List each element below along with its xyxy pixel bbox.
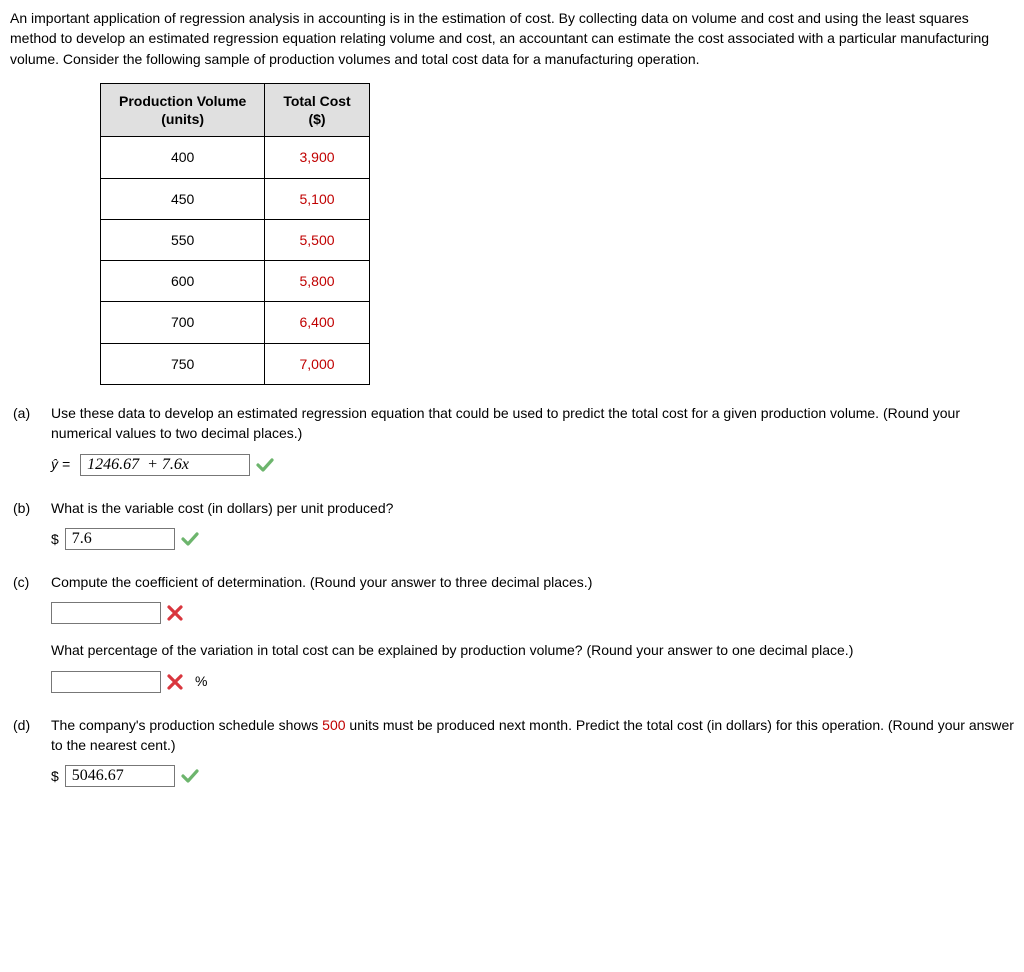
cost-cell: 3,900 (265, 137, 369, 178)
volume-cell: 750 (101, 343, 265, 384)
part-d: (d) The company's production schedule sh… (10, 715, 1014, 788)
col-header-volume-l1: Production Volume (119, 93, 246, 109)
volume-cell: 400 (101, 137, 265, 178)
part-c-subprompt: What percentage of the variation in tota… (51, 640, 1014, 660)
volume-cell: 600 (101, 261, 265, 302)
table-row: 7006,400 (101, 302, 370, 343)
part-c: (c) Compute the coefficient of determina… (10, 572, 1014, 693)
dollar-prefix: $ (51, 766, 59, 786)
check-icon (181, 767, 199, 785)
part-c-sub-input[interactable] (51, 671, 161, 693)
check-icon (181, 530, 199, 548)
cross-icon (167, 605, 183, 621)
part-c-label: (c) (13, 572, 37, 592)
cost-cell: 7,000 (265, 343, 369, 384)
cost-cell: 5,800 (265, 261, 369, 302)
table-row: 5505,500 (101, 219, 370, 260)
part-b-input[interactable] (65, 528, 175, 550)
table-row: 4003,900 (101, 137, 370, 178)
volume-cell: 700 (101, 302, 265, 343)
part-b-prompt: What is the variable cost (in dollars) p… (51, 498, 1014, 518)
part-a-prompt: Use these data to develop an estimated r… (51, 403, 1014, 444)
check-icon (256, 456, 274, 474)
col-header-cost-l2: ($) (308, 111, 325, 127)
table-row: 6005,800 (101, 261, 370, 302)
part-a: (a) Use these data to develop an estimat… (10, 403, 1014, 476)
part-d-label: (d) (13, 715, 37, 735)
part-c-prompt: Compute the coefficient of determination… (51, 572, 1014, 592)
volume-cell: 550 (101, 219, 265, 260)
data-table: Production Volume (units) Total Cost ($)… (100, 83, 370, 385)
part-b-label: (b) (13, 498, 37, 518)
part-d-prompt-num: 500 (322, 717, 345, 733)
yhat-label: ŷ = (51, 454, 70, 474)
part-b: (b) What is the variable cost (in dollar… (10, 498, 1014, 550)
volume-cell: 450 (101, 178, 265, 219)
intro-text: An important application of regression a… (10, 8, 1014, 69)
part-d-prompt: The company's production schedule shows … (51, 715, 1014, 756)
cost-cell: 6,400 (265, 302, 369, 343)
cost-cell: 5,100 (265, 178, 369, 219)
col-header-volume: Production Volume (units) (101, 83, 265, 136)
part-d-input[interactable] (65, 765, 175, 787)
dollar-prefix: $ (51, 529, 59, 549)
percent-suffix: % (195, 671, 207, 691)
part-a-input[interactable] (80, 454, 250, 476)
table-row: 4505,100 (101, 178, 370, 219)
col-header-volume-l2: (units) (161, 111, 204, 127)
part-a-label: (a) (13, 403, 37, 423)
col-header-cost-l1: Total Cost (283, 93, 350, 109)
cost-cell: 5,500 (265, 219, 369, 260)
table-row: 7507,000 (101, 343, 370, 384)
cross-icon (167, 674, 183, 690)
part-c-input[interactable] (51, 602, 161, 624)
col-header-cost: Total Cost ($) (265, 83, 369, 136)
part-d-prompt-pre: The company's production schedule shows (51, 717, 322, 733)
